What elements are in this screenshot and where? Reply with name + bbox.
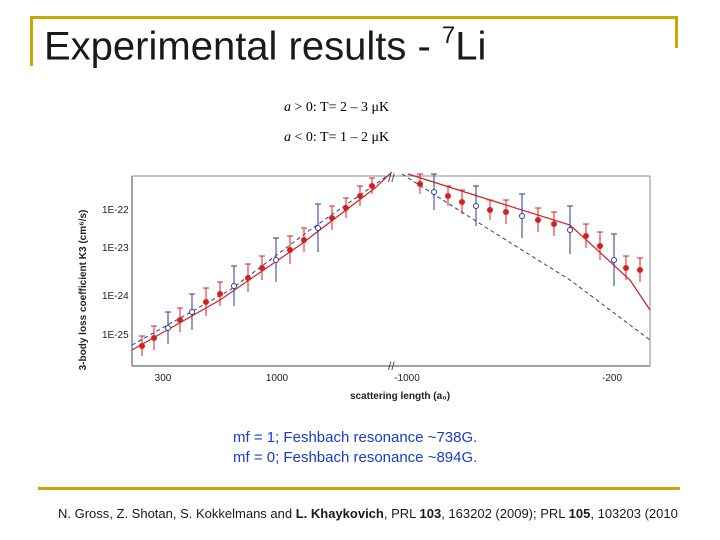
data-point <box>329 215 335 221</box>
data-point <box>519 213 525 219</box>
data-point <box>417 181 423 187</box>
data-point <box>583 233 589 239</box>
data-point <box>623 265 629 271</box>
data-points <box>139 173 643 356</box>
slide-title: Experimental results - 7Li <box>44 22 487 69</box>
y-tick-label: 1E-22 <box>102 205 129 216</box>
condition-positive-a: a > 0: T= 2 – 3 μK <box>284 100 390 115</box>
axis-break-mark: // <box>388 359 395 373</box>
feshbach-caption: mf = 1; Feshbach resonance ~738G. mf = 0… <box>233 428 477 468</box>
caption-line-mf1: mf = 1; Feshbach resonance ~738G. <box>233 429 478 446</box>
data-point <box>151 335 157 341</box>
x-tick-label: -1000 <box>394 373 420 384</box>
data-point <box>637 267 643 273</box>
data-point <box>245 275 251 281</box>
data-point <box>567 227 573 233</box>
data-point <box>259 265 265 271</box>
data-point <box>343 205 349 211</box>
condition-negative-a: a < 0: T= 1 – 2 μK <box>284 130 390 145</box>
data-point <box>273 257 279 263</box>
x-tick-label: 1000 <box>266 373 289 384</box>
y-tick-label: 1E-24 <box>102 291 129 302</box>
blue-fit-left <box>131 173 391 346</box>
y-axis-label: 3-body loss coefficient K3 (cm⁶/s) <box>78 210 89 371</box>
data-point <box>177 317 183 323</box>
data-point <box>503 209 509 215</box>
data-point <box>369 183 375 189</box>
data-point <box>165 325 171 331</box>
data-point <box>473 203 479 209</box>
data-point <box>189 309 195 315</box>
data-point <box>597 243 603 249</box>
data-point <box>431 189 437 195</box>
data-point <box>535 217 541 223</box>
data-point <box>357 193 363 199</box>
blue-fit-right <box>401 173 651 341</box>
y-tick-label: 1E-23 <box>102 243 129 254</box>
citation: N. Gross, Z. Shotan, S. Kokkelmans and L… <box>58 506 678 521</box>
data-point <box>231 283 237 289</box>
data-point <box>301 237 307 243</box>
caption-line-mf0: mf = 0; Feshbach resonance ~894G. <box>233 449 478 466</box>
x-tick-label: -200 <box>602 373 622 384</box>
frame-top-rule <box>30 16 678 19</box>
data-point <box>203 299 209 305</box>
data-point <box>217 291 223 297</box>
x-tick-label: 300 <box>155 373 172 384</box>
x-axis-label: scattering length (a₀) <box>350 391 450 402</box>
data-point <box>611 257 617 263</box>
data-point <box>551 221 557 227</box>
bottom-rule <box>38 487 680 490</box>
data-point <box>315 225 321 231</box>
data-point <box>487 207 493 213</box>
axis-break-mark: // <box>388 171 395 185</box>
data-point <box>445 193 451 199</box>
three-body-loss-plot: 3-body loss coefficient K3 (cm⁶/s) 1E-22… <box>78 171 651 402</box>
data-point <box>459 199 465 205</box>
red-fit-left <box>131 171 393 351</box>
data-point <box>139 343 145 349</box>
frame-right-rule <box>675 16 678 48</box>
data-point <box>287 247 293 253</box>
frame-left-rule <box>30 16 33 66</box>
y-tick-label: 1E-25 <box>102 330 129 341</box>
